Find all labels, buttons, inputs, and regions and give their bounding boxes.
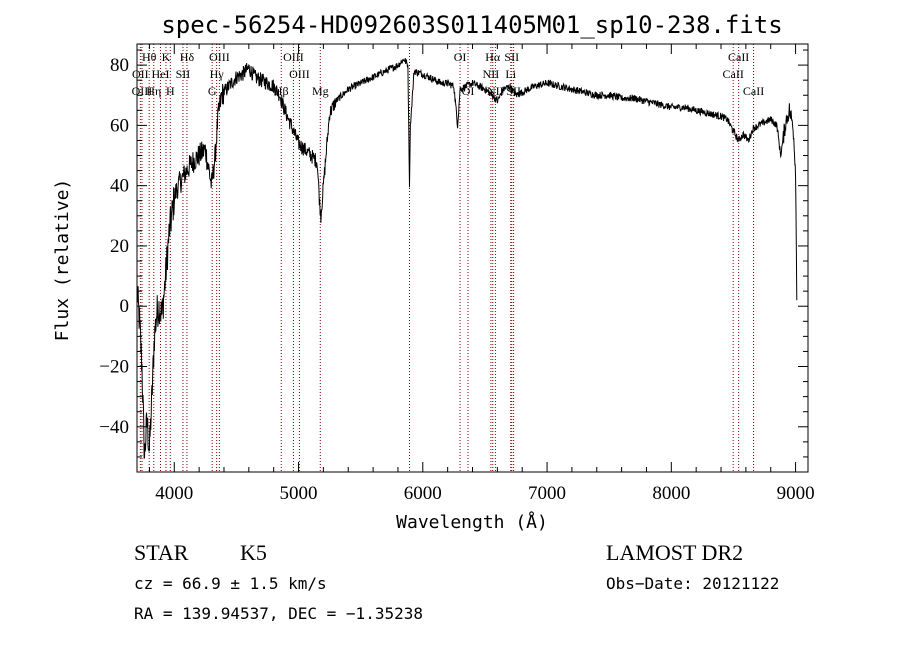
spectral-line-label: OIII [209, 50, 230, 64]
spectral-line-label: NII [487, 84, 504, 98]
spectral-line-label: NII [483, 67, 500, 81]
object-subclass: K5 [240, 540, 267, 565]
obs-date: Obs−Date: 20121122 [606, 574, 779, 593]
spectral-line-label: SII [176, 67, 191, 81]
x-tick-label: 9000 [777, 483, 815, 504]
survey-name: LAMOST DR2 [606, 540, 743, 565]
spectral-line-label: Hα [485, 50, 501, 64]
x-tick-label: 8000 [652, 483, 690, 504]
spectral-line-label: G [208, 84, 217, 98]
spectral-line-label: SII [506, 84, 521, 98]
x-tick-label: 6000 [404, 483, 442, 504]
y-tick-label: 80 [110, 55, 129, 76]
redshift-cz: cz = 66.9 ± 1.5 km/s [134, 574, 327, 593]
spectral-line-label: Hβ [274, 84, 289, 98]
y-tick-label: 60 [110, 115, 129, 136]
spectral-line-label: CaII [728, 50, 749, 64]
spectral-line-label: SII [504, 50, 519, 64]
spectrum-series [136, 57, 798, 459]
object-class: STAR [134, 540, 189, 565]
axis-ticks: 4000 5000 6000 7000 8000 9000 −40 −20 0 20 40 60 80 [99, 44, 815, 504]
spectral-line-label: CaII [743, 84, 764, 98]
spectral-line-label: OI [454, 50, 467, 64]
y-tick-label: −40 [99, 417, 129, 438]
spectral-line-label: Hθ [142, 50, 157, 64]
y-axis-label: Flux (relative) [52, 179, 73, 342]
x-tick-label: 5000 [280, 483, 318, 504]
spectral-line-label: OIII [289, 67, 310, 81]
spectral-line-label: H [166, 84, 175, 98]
spectral-line-label: OIII [283, 50, 304, 64]
spectral-line-label: CaII [723, 67, 744, 81]
y-tick-label: 40 [110, 176, 129, 197]
spectral-line-label: OI [462, 84, 475, 98]
spectral-line-label: OIII [132, 84, 153, 98]
spectral-line-label: OII [132, 67, 149, 81]
spectral-line-label: Hγ [210, 67, 225, 81]
spectral-line-label: HeI [151, 67, 169, 81]
line-markers [139, 44, 755, 472]
spectral-line-label: Li [505, 67, 516, 81]
plot-frame [136, 43, 809, 473]
spectral-line-label: K [162, 50, 171, 64]
spectrum-line [136, 57, 798, 459]
chart-title: spec-56254-HD092603S011405M01_sp10-238.f… [161, 11, 782, 39]
y-tick-label: 0 [120, 296, 130, 317]
spectral-line-label: Hδ [180, 50, 195, 64]
x-tick-label: 4000 [155, 483, 193, 504]
y-tick-label: −20 [99, 357, 129, 378]
spectral-line-label: Hη [146, 84, 161, 98]
coordinates: RA = 139.94537, DEC = −1.35238 [134, 604, 423, 623]
y-tick-label: 20 [110, 236, 129, 257]
x-axis-label: Wavelength (Å) [396, 511, 548, 533]
spectral-line-label: Mg [312, 84, 329, 98]
x-tick-label: 7000 [528, 483, 566, 504]
